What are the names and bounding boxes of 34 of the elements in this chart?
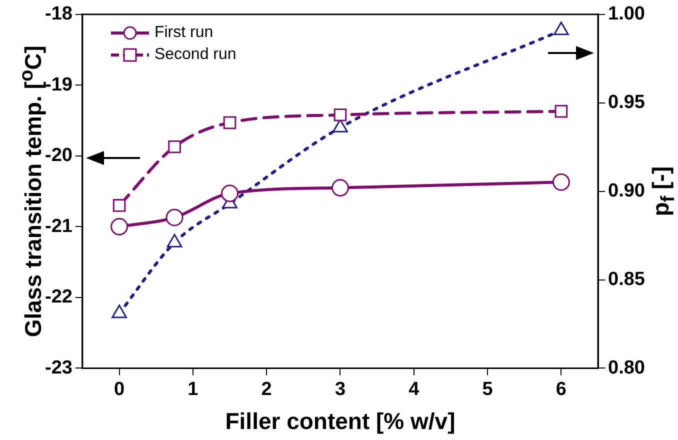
- y2-tick-label: 0.90: [608, 180, 646, 202]
- point: [168, 140, 181, 154]
- x-tick-label: 2: [261, 378, 272, 400]
- point: [221, 184, 239, 202]
- y2-tick-label: 0.80: [608, 357, 646, 378]
- y-tick-label: -21: [44, 216, 73, 237]
- x-axis-title: Filler content [% w/v]: [225, 408, 456, 435]
- x-tick-label: 6: [556, 378, 566, 400]
- y-tick-label: -19: [44, 74, 72, 96]
- y-tick-label: -18: [44, 4, 72, 25]
- point: [223, 116, 236, 130]
- y-tick-label: -20: [44, 145, 72, 166]
- x-tick-label: 5: [482, 378, 494, 400]
- x-tick-label: 3: [334, 378, 346, 400]
- legend-label: First run: [154, 24, 214, 42]
- point: [334, 108, 347, 122]
- point: [331, 179, 349, 197]
- point: [112, 199, 126, 212]
- x-tick-label: 0: [114, 378, 125, 400]
- point: [112, 304, 127, 318]
- point: [554, 22, 569, 36]
- y-tick-label: -23: [44, 357, 72, 378]
- x-tick-label: 1: [188, 378, 199, 400]
- x-tick-label: 4: [408, 378, 420, 400]
- legend-label: Second run: [154, 46, 236, 64]
- point: [552, 173, 570, 191]
- y-tick-label: -22: [44, 286, 72, 308]
- y2-tick-label: 1.00: [608, 4, 646, 25]
- point: [166, 234, 182, 248]
- point: [166, 208, 184, 226]
- y2-tick-label: 0.95: [608, 92, 646, 114]
- point: [554, 104, 568, 118]
- y2-tick-label: 0.85: [608, 268, 646, 290]
- point: [110, 218, 128, 236]
